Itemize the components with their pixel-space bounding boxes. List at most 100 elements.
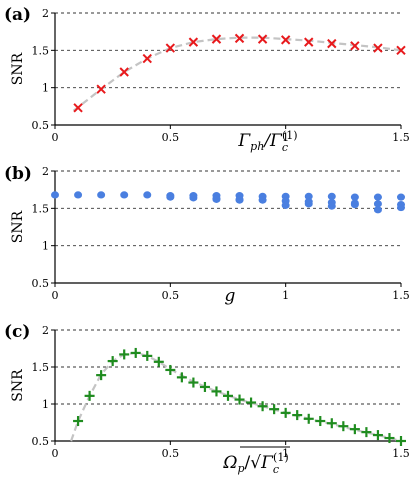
y-tick-label: 2 — [42, 7, 49, 20]
data-point — [396, 436, 406, 446]
data-point — [304, 200, 313, 208]
y-axis-label: SNR — [10, 210, 26, 243]
x-tick-label: 1.5 — [392, 289, 410, 302]
data-point — [304, 37, 314, 47]
data-point — [292, 410, 303, 421]
data-point — [211, 386, 222, 397]
data-point — [120, 191, 129, 199]
data-point — [350, 201, 359, 209]
data-point — [397, 203, 405, 212]
y-tick-label: 2 — [42, 324, 49, 337]
data-point — [373, 200, 382, 208]
x-tick-label: 1 — [282, 289, 289, 302]
data-point — [73, 416, 84, 427]
data-point — [130, 347, 141, 358]
y-tick-label: 1 — [42, 82, 49, 95]
x-tick-label: 0.5 — [162, 447, 180, 460]
x-label-part: (1) — [273, 451, 289, 464]
data-point — [315, 416, 326, 427]
data-point — [349, 424, 360, 435]
x-tick-label: 1 — [282, 447, 289, 460]
data-point — [280, 407, 291, 418]
data-point — [234, 33, 245, 44]
data-point — [142, 53, 152, 64]
data-point — [212, 195, 221, 203]
data-point — [257, 401, 268, 412]
panel-label: (c) — [4, 322, 30, 342]
data-point — [142, 350, 153, 361]
x-label-part: Ω — [222, 453, 237, 473]
data-point — [327, 202, 336, 210]
data-point — [73, 103, 83, 113]
fit-curve — [72, 36, 402, 112]
data-point — [51, 191, 59, 199]
data-point — [304, 192, 313, 200]
fit-curve — [70, 351, 402, 443]
data-point — [153, 356, 164, 367]
y-tick-label: 0.5 — [32, 435, 50, 448]
data-point — [326, 418, 337, 429]
data-point — [327, 192, 336, 200]
x-tick-label: 1.5 — [392, 131, 410, 144]
data-point — [280, 35, 291, 45]
x-tick-label: 0.5 — [162, 289, 180, 302]
x-axis-label: Ωp/√Γc(1) — [222, 451, 288, 476]
x-label-part: /Γ — [262, 131, 283, 151]
data-point — [373, 206, 382, 214]
x-label-part: /√ — [245, 453, 262, 473]
data-point — [396, 45, 406, 56]
data-point — [199, 381, 210, 392]
x-axis-label: Γph/Γc(1) — [237, 129, 297, 154]
data-point — [327, 38, 337, 49]
data-point — [211, 34, 222, 44]
data-point — [246, 397, 257, 408]
data-point — [338, 421, 349, 432]
x-label-part: ph — [250, 140, 264, 153]
x-axis-label: g — [225, 286, 236, 306]
x-tick-label: 0 — [52, 289, 59, 302]
data-point — [84, 390, 95, 401]
data-point — [350, 193, 359, 201]
data-point — [257, 34, 268, 44]
data-point — [234, 394, 245, 405]
y-tick-label: 2 — [42, 165, 49, 178]
data-point — [165, 364, 176, 375]
data-point — [166, 193, 175, 201]
x-tick-label: 0 — [52, 131, 59, 144]
data-point — [223, 390, 233, 401]
x-label-part: (1) — [282, 129, 298, 142]
x-label-part: p — [237, 462, 244, 475]
panel-label: (a) — [4, 5, 31, 25]
data-point — [119, 67, 129, 77]
y-tick-label: 1.5 — [32, 44, 50, 57]
data-point — [281, 201, 290, 209]
x-tick-label: 1.5 — [392, 447, 410, 460]
y-axis-label: SNR — [10, 369, 26, 402]
data-point — [372, 430, 383, 441]
y-tick-label: 1.5 — [32, 361, 50, 374]
data-point — [165, 43, 176, 53]
data-point — [96, 370, 107, 381]
x-label-part: c — [273, 463, 279, 476]
data-point — [373, 43, 383, 53]
y-axis-label: SNR — [10, 52, 26, 85]
data-point — [107, 356, 118, 367]
data-point — [96, 84, 106, 94]
y-tick-label: 1 — [42, 398, 49, 411]
data-point — [384, 433, 395, 444]
x-tick-label: 0.5 — [162, 131, 180, 144]
data-point — [235, 196, 244, 204]
x-label-part: Γ — [260, 453, 274, 473]
y-tick-label: 1 — [42, 240, 49, 253]
data-point — [350, 41, 360, 51]
data-point — [74, 191, 83, 199]
data-point — [176, 372, 187, 383]
data-point — [119, 349, 130, 360]
y-tick-label: 1.5 — [32, 202, 50, 215]
data-point — [258, 196, 267, 204]
data-point — [189, 194, 198, 202]
